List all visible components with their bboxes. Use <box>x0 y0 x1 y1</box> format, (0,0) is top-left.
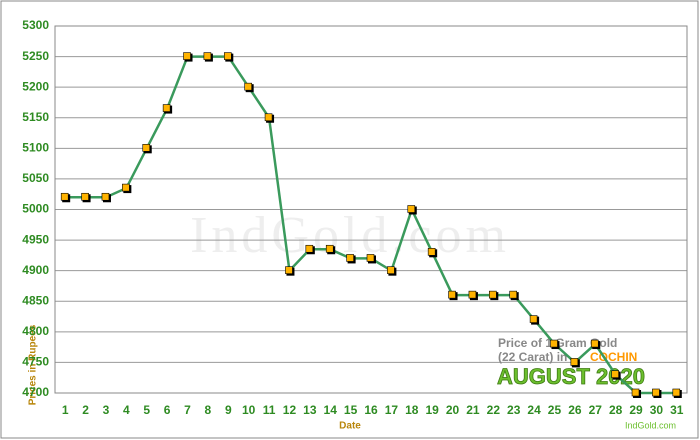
x-tick-label: 26 <box>568 403 582 417</box>
marker <box>101 192 110 201</box>
x-tick-label: 31 <box>670 403 684 417</box>
y-tick-label: 5050 <box>22 171 49 185</box>
x-tick-label: 13 <box>303 403 317 417</box>
marker <box>183 52 191 60</box>
x-tick-label: 9 <box>225 403 232 417</box>
x-tick-label: 5 <box>143 403 150 417</box>
x-tick-label: 28 <box>609 403 623 417</box>
y-tick-label: 5200 <box>22 79 49 93</box>
marker <box>468 290 477 299</box>
marker <box>550 339 558 348</box>
y-tick-label: 5150 <box>22 110 49 124</box>
marker <box>509 290 518 299</box>
marker <box>305 244 314 253</box>
x-tick-label: 17 <box>385 403 399 417</box>
y-tick-label: 5300 <box>22 18 49 32</box>
x-tick-label: 25 <box>548 403 562 417</box>
marker <box>489 290 497 299</box>
marker <box>427 248 436 256</box>
x-tick-label: 19 <box>425 403 439 417</box>
x-tick-label: 21 <box>466 403 480 417</box>
marker <box>366 254 375 262</box>
marker <box>631 388 640 397</box>
footer: IndGold.com <box>625 420 676 430</box>
marker <box>264 113 273 122</box>
x-tick-label: 6 <box>164 403 171 417</box>
y-tick-label: 5250 <box>22 49 49 63</box>
x-tick-label: 14 <box>324 403 338 417</box>
y-tick-label: 4850 <box>22 293 49 307</box>
marker <box>142 144 151 152</box>
marker <box>387 266 395 274</box>
x-tick-label: 7 <box>184 403 191 417</box>
marker <box>203 52 212 60</box>
x-tick-label: 15 <box>344 403 358 417</box>
x-axis-label: Date <box>339 421 361 432</box>
marker <box>162 104 171 112</box>
marker <box>346 254 354 262</box>
x-tick-label: 30 <box>650 403 664 417</box>
marker <box>407 205 416 213</box>
marker <box>448 290 456 299</box>
marker <box>590 339 599 348</box>
marker <box>570 358 579 366</box>
x-tick-label: 16 <box>364 403 378 417</box>
y-tick-label: 4900 <box>22 263 49 277</box>
marker <box>611 370 619 378</box>
y-tick-label: 4950 <box>22 232 49 246</box>
x-tick-label: 2 <box>82 403 89 417</box>
x-tick-label: 8 <box>205 403 212 417</box>
annotation-month: AUGUST 2020 <box>497 364 645 389</box>
marker <box>60 192 69 201</box>
marker <box>223 52 232 60</box>
y-tick-label: 5100 <box>22 141 49 155</box>
x-tick-label: 27 <box>589 403 603 417</box>
marker <box>81 192 89 201</box>
x-tick-label: 22 <box>487 403 501 417</box>
x-tick-label: 1 <box>62 403 69 417</box>
y-tick-label: 5000 <box>22 202 49 216</box>
x-tick-label: 3 <box>103 403 110 417</box>
plot-border <box>54 25 688 394</box>
marker <box>122 183 130 192</box>
x-tick-label: 4 <box>123 403 130 417</box>
marker <box>672 388 681 397</box>
marker <box>652 388 660 397</box>
y-tick-label: 4800 <box>22 324 49 338</box>
marker <box>529 315 538 323</box>
x-tick-label: 12 <box>283 403 297 417</box>
x-tick-label: 18 <box>405 403 419 417</box>
x-tick-label: 24 <box>527 403 541 417</box>
y-tick-label: 4700 <box>22 385 49 399</box>
x-tick-label: 23 <box>507 403 521 417</box>
x-tick-label: 29 <box>629 403 643 417</box>
annotation-sub: (22 Carat) in <box>498 350 567 364</box>
y-axis-label: Prices in Rupees <box>28 324 39 405</box>
x-tick-label: 10 <box>242 403 256 417</box>
x-tick-label: 20 <box>446 403 460 417</box>
y-tick-label: 4750 <box>22 355 49 369</box>
marker <box>325 244 334 253</box>
marker <box>244 82 252 91</box>
marker <box>285 266 293 274</box>
annotation-city: COCHIN <box>590 350 637 364</box>
x-tick-label: 11 <box>263 403 276 417</box>
